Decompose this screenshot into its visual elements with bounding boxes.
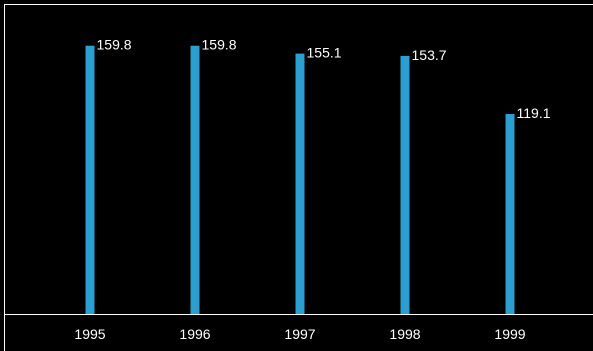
bar-1999 (505, 114, 515, 314)
value-label-1997: 155.1 (307, 45, 342, 61)
value-label-group: 159.8 159.8 155.1 153.7 119.1 (97, 37, 551, 121)
bar-1995 (85, 45, 95, 314)
plot-frame (4, 4, 593, 351)
x-tick-label-1996: 1996 (179, 326, 210, 342)
value-label-1996: 159.8 (202, 37, 237, 53)
x-tick-label-group: 1995 1996 1997 1998 1999 (74, 326, 525, 342)
value-label-1998: 153.7 (412, 47, 447, 63)
x-tick-label-1999: 1999 (494, 326, 525, 342)
x-tick-label-1998: 1998 (389, 326, 420, 342)
bar-1997 (295, 53, 305, 314)
bar-1996 (190, 45, 200, 314)
value-label-1995: 159.8 (97, 37, 132, 53)
bar-group (85, 45, 515, 315)
bar-1998 (400, 55, 410, 315)
x-tick-label-1995: 1995 (74, 326, 105, 342)
value-label-1999: 119.1 (517, 105, 551, 121)
x-tick-label-1997: 1997 (284, 326, 315, 342)
